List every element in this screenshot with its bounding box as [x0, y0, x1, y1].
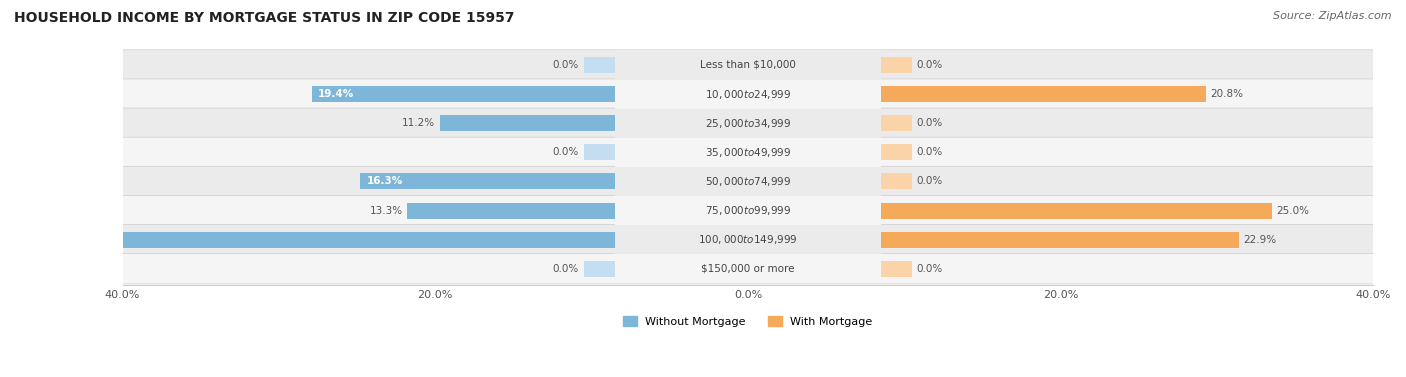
Bar	[880, 232, 1239, 248]
FancyBboxPatch shape	[122, 50, 1374, 80]
Bar	[880, 144, 912, 160]
Text: 0.0%: 0.0%	[553, 147, 579, 157]
Text: $100,000 to $149,999: $100,000 to $149,999	[699, 233, 797, 246]
FancyBboxPatch shape	[122, 195, 1374, 226]
Bar	[408, 202, 614, 219]
Text: $10,000 to $24,999: $10,000 to $24,999	[704, 87, 792, 101]
Text: $25,000 to $34,999: $25,000 to $34,999	[704, 117, 792, 130]
Text: 0.0%: 0.0%	[553, 264, 579, 274]
Bar	[614, 51, 880, 80]
Text: 22.9%: 22.9%	[1243, 235, 1277, 245]
Text: 0.0%: 0.0%	[917, 264, 943, 274]
FancyBboxPatch shape	[122, 108, 1374, 138]
Text: $150,000 or more: $150,000 or more	[702, 264, 794, 274]
Bar	[583, 261, 614, 277]
Bar	[583, 57, 614, 73]
Bar	[614, 138, 880, 167]
Bar	[440, 115, 614, 131]
Text: 13.3%: 13.3%	[370, 205, 402, 216]
Text: 0.0%: 0.0%	[917, 60, 943, 70]
Bar	[614, 196, 880, 225]
Bar	[880, 57, 912, 73]
Bar	[614, 167, 880, 196]
Bar	[583, 144, 614, 160]
Text: $75,000 to $99,999: $75,000 to $99,999	[704, 204, 792, 217]
FancyBboxPatch shape	[122, 254, 1374, 284]
Text: 0.0%: 0.0%	[917, 118, 943, 128]
Legend: Without Mortgage, With Mortgage: Without Mortgage, With Mortgage	[619, 312, 877, 331]
Bar	[614, 254, 880, 284]
Bar	[360, 173, 614, 190]
FancyBboxPatch shape	[122, 137, 1374, 167]
Text: 20.8%: 20.8%	[1211, 89, 1244, 99]
Text: $50,000 to $74,999: $50,000 to $74,999	[704, 175, 792, 188]
Text: 39.8%: 39.8%	[0, 235, 35, 245]
Text: 25.0%: 25.0%	[1277, 205, 1309, 216]
Bar	[614, 225, 880, 254]
Bar	[0, 232, 614, 248]
Text: 19.4%: 19.4%	[318, 89, 354, 99]
Text: 0.0%: 0.0%	[917, 176, 943, 187]
Text: 0.0%: 0.0%	[917, 147, 943, 157]
FancyBboxPatch shape	[122, 166, 1374, 196]
Text: Less than $10,000: Less than $10,000	[700, 60, 796, 70]
Bar	[614, 109, 880, 138]
Text: 11.2%: 11.2%	[402, 118, 436, 128]
Text: Source: ZipAtlas.com: Source: ZipAtlas.com	[1274, 11, 1392, 21]
Text: 16.3%: 16.3%	[367, 176, 402, 187]
Bar	[312, 86, 614, 102]
FancyBboxPatch shape	[122, 79, 1374, 109]
Text: 0.0%: 0.0%	[553, 60, 579, 70]
Bar	[880, 202, 1271, 219]
Bar	[880, 86, 1206, 102]
Text: $35,000 to $49,999: $35,000 to $49,999	[704, 146, 792, 159]
Bar	[880, 115, 912, 131]
Text: HOUSEHOLD INCOME BY MORTGAGE STATUS IN ZIP CODE 15957: HOUSEHOLD INCOME BY MORTGAGE STATUS IN Z…	[14, 11, 515, 25]
Bar	[614, 80, 880, 109]
Bar	[880, 173, 912, 190]
FancyBboxPatch shape	[122, 225, 1374, 255]
Bar	[880, 261, 912, 277]
